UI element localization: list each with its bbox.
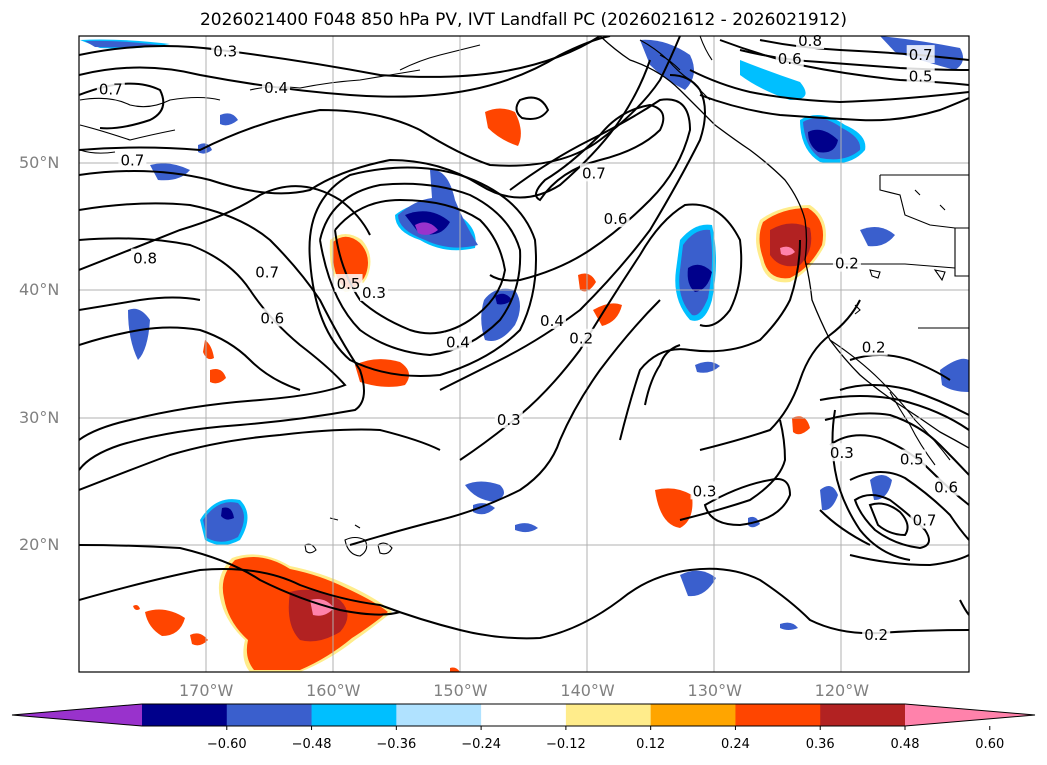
contour-label-bg bbox=[567, 328, 596, 347]
colorbar-segment bbox=[311, 704, 397, 726]
contour-label: 0.2 bbox=[862, 339, 886, 357]
contour-label: 0.3 bbox=[362, 284, 386, 302]
lat-label: 30°N bbox=[19, 407, 60, 427]
colorbar-tick-label: −0.36 bbox=[376, 737, 417, 752]
pv-negative-areas bbox=[80, 36, 969, 630]
contour-label-bg bbox=[359, 282, 388, 301]
contour-label: 0.2 bbox=[864, 626, 888, 644]
lon-label: 150°W bbox=[433, 681, 488, 700]
contour-label: 0.6 bbox=[778, 50, 802, 68]
contour-label: 0.3 bbox=[830, 444, 854, 462]
contour-label: 0.3 bbox=[497, 411, 521, 429]
colorbar-tick-label: −0.12 bbox=[545, 737, 586, 752]
colorbar-segment bbox=[396, 704, 482, 726]
contour-label-bg bbox=[262, 78, 291, 97]
contour-label: 0.7 bbox=[582, 164, 606, 182]
contour-label: 0.7 bbox=[99, 80, 123, 98]
colorbar-segment bbox=[565, 704, 652, 726]
contour-label: 0.4 bbox=[264, 79, 288, 97]
lon-label: 130°W bbox=[687, 681, 742, 700]
contour-label-bg bbox=[775, 48, 804, 67]
figure-title: 2026021400 F048 850 hPa PV, IVT Landfall… bbox=[199, 10, 847, 30]
contour-label: 0.3 bbox=[213, 42, 237, 60]
contour-label: 0.4 bbox=[540, 312, 564, 330]
lon-label: 160°W bbox=[306, 681, 361, 700]
colorbar-segment bbox=[820, 704, 906, 726]
colorbar-segment bbox=[650, 704, 736, 726]
contour-label: 0.7 bbox=[913, 512, 937, 530]
contour-label-bg bbox=[827, 443, 856, 462]
colorbar-outline bbox=[11, 703, 1036, 727]
contour-label: 0.8 bbox=[798, 32, 822, 50]
contour-label-bg bbox=[897, 449, 926, 468]
contour-label-bg bbox=[932, 477, 961, 496]
colorbar-segment bbox=[142, 704, 228, 726]
contour-label-bg bbox=[118, 150, 147, 169]
lon-label: 170°W bbox=[178, 681, 234, 700]
contour-label-bg bbox=[211, 41, 240, 60]
colorbar-tick-label: −0.60 bbox=[206, 737, 247, 752]
contour-label: 0.8 bbox=[133, 250, 157, 268]
lon-label: 140°W bbox=[560, 681, 615, 700]
contour-label-bg bbox=[494, 410, 523, 429]
contour-label-bg bbox=[96, 79, 125, 98]
contour-label-bg bbox=[690, 481, 719, 500]
contour-label-bg bbox=[601, 209, 630, 228]
colorbar-extend-max bbox=[905, 704, 1035, 726]
contour-label: 0.5 bbox=[909, 68, 933, 86]
lat-label: 50°N bbox=[19, 153, 60, 173]
contour-label-bg bbox=[906, 66, 935, 85]
contour-label: 0.6 bbox=[934, 479, 958, 497]
colorbar-tick-label: 0.12 bbox=[636, 737, 666, 752]
ivt-contours bbox=[79, 36, 969, 640]
lat-label: 40°N bbox=[19, 280, 60, 300]
contour-label: 0.2 bbox=[835, 255, 859, 273]
grid-lines bbox=[79, 36, 969, 672]
lat-label: 20°N bbox=[19, 534, 60, 554]
contour-labels: 0.30.40.70.70.80.70.60.5 0.30.40.70.60.40… bbox=[96, 31, 961, 644]
colorbar-tick-label: −0.48 bbox=[291, 737, 332, 752]
pv-shading bbox=[80, 36, 969, 672]
contour-label: 0.4 bbox=[446, 334, 470, 352]
contour-label-bg bbox=[906, 45, 935, 64]
colorbar-tick-label: 0.60 bbox=[975, 737, 1005, 752]
contour-label: 0.5 bbox=[900, 451, 924, 469]
colorbar bbox=[11, 703, 1036, 730]
contour-label: 0.7 bbox=[909, 46, 933, 64]
colorbar-segment bbox=[481, 704, 567, 726]
contour-label-bg bbox=[832, 253, 861, 272]
colorbar-segment bbox=[226, 704, 313, 726]
contour-label-bg bbox=[537, 310, 566, 329]
colorbar-extend-min bbox=[12, 704, 142, 726]
contour-label: 0.6 bbox=[260, 309, 284, 327]
lon-label: 120°W bbox=[814, 681, 870, 700]
contour-label-bg bbox=[334, 274, 363, 293]
contour-label-bg bbox=[579, 163, 608, 182]
colorbar-tick-label: 0.24 bbox=[720, 737, 750, 752]
contour-label-bg bbox=[131, 248, 160, 267]
colorbar-tick-label: 0.48 bbox=[890, 737, 920, 752]
pv-positive-areas bbox=[133, 108, 826, 672]
colorbar-segment bbox=[735, 704, 821, 726]
contour-label-bg bbox=[910, 510, 939, 529]
contour-label-bg bbox=[258, 308, 287, 327]
contour-label: 0.7 bbox=[120, 152, 144, 170]
contour-label-bg bbox=[859, 337, 888, 356]
colorbar-tick-label: −0.24 bbox=[461, 737, 502, 752]
contour-label-bg bbox=[253, 262, 282, 281]
contour-label: 0.7 bbox=[255, 264, 279, 282]
contour-label: 0.5 bbox=[337, 275, 361, 293]
colorbar-tick-label: 0.36 bbox=[805, 737, 835, 752]
contour-label: 0.6 bbox=[604, 210, 628, 228]
contour-label: 0.3 bbox=[693, 482, 717, 500]
contour-label-bg bbox=[443, 332, 472, 351]
contour-label-bg bbox=[862, 625, 891, 644]
map-frame bbox=[78, 35, 970, 673]
contour-label: 0.2 bbox=[569, 330, 593, 348]
